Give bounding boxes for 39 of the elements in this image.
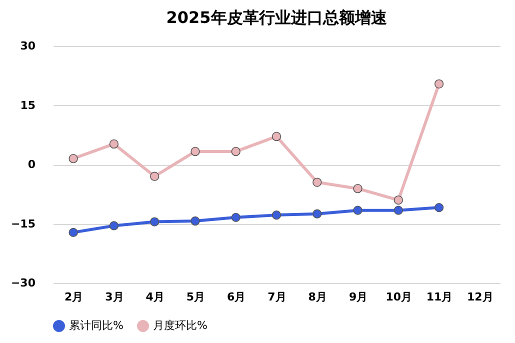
x-tick-label: 12月: [467, 290, 494, 304]
legend-label: 累计同比%: [69, 319, 124, 332]
point: [312, 178, 322, 187]
x-tick-label: 10月: [386, 290, 412, 304]
legend-label: 月度环比%: [153, 319, 208, 332]
x-tick-label: 2月: [64, 290, 84, 304]
x-tick-label: 8月: [308, 290, 327, 304]
x-tick-label: 5月: [186, 290, 206, 304]
point: [272, 210, 282, 220]
point: [434, 79, 444, 88]
point: [109, 139, 119, 149]
chart-title: 2025年皮革行业进口总额增速: [166, 8, 388, 27]
x-tick-label: 7月: [268, 290, 286, 304]
y-tick-label: −15: [10, 217, 36, 230]
point: [231, 212, 240, 222]
point: [68, 228, 78, 238]
point: [190, 146, 200, 156]
point: [190, 216, 200, 226]
x-tick-label: 9月: [348, 290, 368, 304]
point: [434, 202, 444, 212]
point: [150, 172, 160, 181]
y-tick-label: −30: [10, 276, 36, 290]
point: [394, 195, 403, 205]
point: [231, 146, 240, 156]
point: [272, 132, 282, 142]
x-tick-label: 6月: [227, 290, 246, 304]
point: [353, 206, 362, 215]
x-tick-label: 3月: [105, 290, 124, 304]
x-tick-label: 11月: [426, 290, 453, 304]
y-tick-label: 15: [20, 98, 36, 112]
point: [312, 209, 322, 218]
x-tick-label: 4月: [146, 290, 164, 304]
point: [150, 217, 160, 226]
point: [68, 154, 78, 164]
point: [394, 206, 403, 215]
point: [109, 221, 119, 230]
y-tick-label: 30: [20, 40, 36, 52]
y-tick-label: 0: [28, 158, 36, 171]
point: [353, 184, 362, 194]
